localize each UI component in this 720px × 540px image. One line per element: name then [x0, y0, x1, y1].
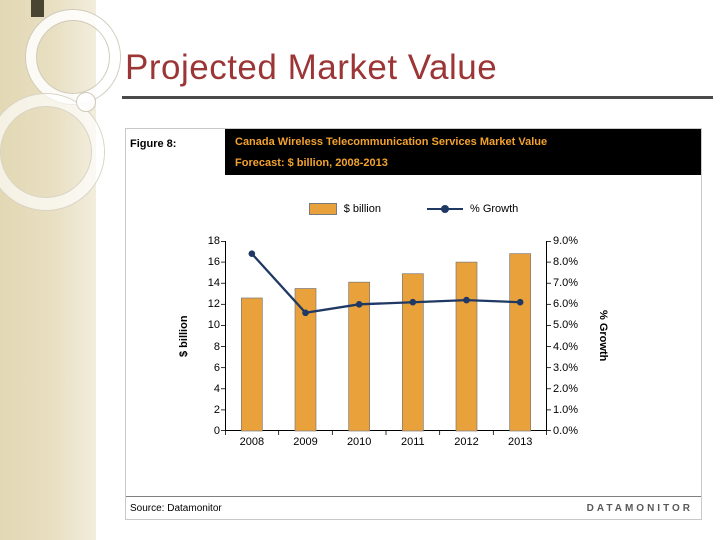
- x-axis-labels: 2008 2009 2010 2011 2012 2013: [225, 436, 547, 448]
- legend-bar-swatch-icon: [308, 203, 337, 215]
- y-axis-tick-left: 14: [207, 277, 220, 290]
- chart-canvas: [221, 241, 551, 435]
- y-axis-tick-right: 5.0%: [553, 319, 579, 332]
- source-row: Source: Datamonitor DATAMONITOR: [126, 496, 701, 519]
- legend-line-label: % Growth: [470, 203, 519, 215]
- x-axis-label: 2013: [507, 436, 533, 448]
- bar: [294, 288, 317, 432]
- figure-header: Canada Wireless Telecommunication Servic…: [225, 129, 701, 175]
- line-marker: [409, 298, 417, 306]
- bar: [348, 281, 371, 432]
- line-marker: [302, 309, 309, 317]
- y-axis-tick-right: 0.0%: [553, 425, 579, 437]
- y-axis-tick-right: 9.0%: [553, 235, 579, 247]
- y-axis-tick-left: 2: [213, 403, 220, 416]
- x-axis-label: 2011: [401, 436, 425, 448]
- y-axis-tick-left: 12: [207, 298, 220, 311]
- datamonitor-logo: DATAMONITOR: [586, 502, 693, 514]
- figure-header-line2: Forecast: $ billion, 2008-2013: [235, 157, 388, 169]
- legend-line-swatch-icon: [427, 205, 463, 213]
- decor-circle-icon: [26, 10, 120, 104]
- y-axis-tick-left: 16: [207, 256, 220, 269]
- y-axis-tick-right: 7.0%: [553, 277, 579, 290]
- chart-legend: $ billion % Growth: [126, 203, 701, 215]
- y-axis-tick-left: 18: [207, 235, 220, 247]
- figure-number-label: Figure 8:: [130, 138, 177, 150]
- legend-item-line: % Growth: [427, 203, 518, 215]
- title-underline: [122, 96, 713, 99]
- slide-title: Projected Market Value: [125, 48, 498, 87]
- left-decor-strip: [0, 0, 120, 540]
- y-axis-tick-right: 3.0%: [553, 361, 579, 374]
- line-marker: [355, 301, 363, 308]
- right-axis-title: % Growth: [597, 310, 609, 362]
- y-axis-tick-left: 6: [213, 361, 220, 374]
- bar: [509, 253, 532, 432]
- y-axis-tick-left: 4: [213, 382, 220, 395]
- legend-line-marker-icon: [441, 205, 449, 213]
- bar: [455, 261, 478, 432]
- figure-header-line1: Canada Wireless Telecommunication Servic…: [235, 136, 548, 148]
- y-axis-tick-right: 1.0%: [553, 403, 579, 416]
- line-marker: [463, 296, 470, 304]
- line-marker: [248, 250, 256, 257]
- legend-bar-label: $ billion: [343, 203, 381, 215]
- bar: [401, 273, 424, 432]
- x-axis-label: 2010: [346, 436, 372, 448]
- legend-item-bar: $ billion: [308, 203, 381, 215]
- figure-block: Figure 8: Canada Wireless Telecommunicat…: [125, 128, 702, 520]
- right-axis-ticks: 9.0% 8.0% 7.0% 6.0% 5.0% 4.0% 3.0% 2.0% 1.0% 0.0%: [553, 235, 593, 437]
- growth-line: [250, 252, 521, 315]
- decor-accent-bar: [31, 0, 44, 17]
- figure-header-row: Figure 8: Canada Wireless Telecommunicat…: [126, 129, 701, 175]
- left-axis-title: $ billion: [178, 315, 190, 357]
- y-axis-tick-right: 6.0%: [553, 298, 579, 311]
- source-text: Source: Datamonitor: [130, 502, 222, 514]
- left-axis-ticks: 18 16 14 12 10 8 6 4 2 0: [194, 235, 220, 437]
- y-axis-tick-left: 10: [207, 319, 220, 332]
- plot-area: 2008 2009 2010 2011 2012 2013: [221, 241, 551, 448]
- x-axis-label: 2008: [239, 436, 265, 448]
- y-axis-tick-right: 8.0%: [553, 256, 579, 269]
- bar: [240, 297, 263, 432]
- decor-dot-icon: [76, 92, 96, 112]
- plot-row: $ billion 18 16 14 12 10 8 6 4 2 0 2008 2009 2010 20…: [126, 235, 701, 448]
- y-axis-tick-right: 2.0%: [553, 382, 579, 395]
- y-axis-tick-left: 0: [213, 425, 220, 437]
- line-marker: [516, 298, 524, 306]
- x-axis-label: 2009: [293, 436, 318, 448]
- x-axis-label: 2012: [454, 436, 479, 448]
- y-axis-tick-right: 4.0%: [553, 340, 579, 353]
- y-axis-tick-left: 8: [213, 340, 220, 353]
